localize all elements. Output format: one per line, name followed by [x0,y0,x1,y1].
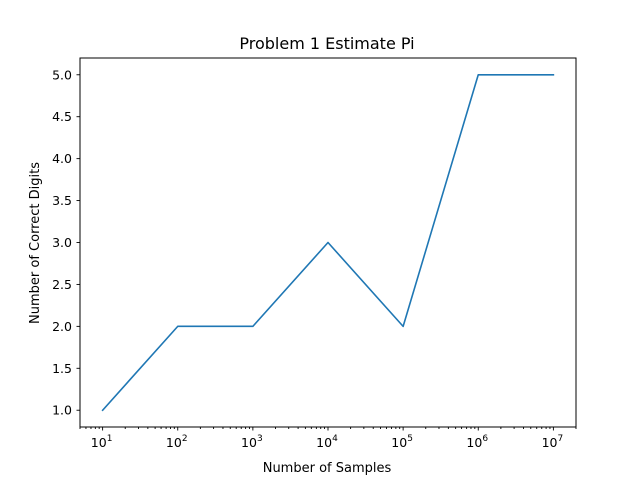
x-tick-label: 106 [466,434,488,450]
y-tick-label: 2.0 [52,319,72,334]
x-tick-label: 103 [241,434,263,450]
x-tick-label: 102 [166,434,188,450]
x-tick-label: 107 [542,434,564,450]
x-axis-ticks: 101 102 103 104 105 106 107 [79,427,577,450]
y-axis-label: Number of Correct Digits [28,162,43,324]
x-tick-label: 101 [91,434,113,450]
y-tick-label: 3.0 [52,235,72,250]
chart-title: Problem 1 Estimate Pi [239,34,414,53]
y-tick-label: 1.5 [52,361,72,376]
x-axis-label: Number of Samples [263,461,392,476]
y-tick-label: 1.0 [52,403,72,418]
y-tick-label: 4.5 [52,109,72,124]
x-tick-label: 105 [391,434,413,450]
series-group [101,73,555,412]
y-tick-label: 3.5 [52,193,72,208]
y-tick-label: 5.0 [52,67,72,82]
x-tick-label: 104 [316,434,338,450]
y-tick-label: 2.5 [52,277,72,292]
y-tick-label: 4.0 [52,151,72,166]
y-axis-ticks: 1.0 1.5 2.0 2.5 3.0 3.5 4.0 4.5 5.0 [52,67,80,418]
